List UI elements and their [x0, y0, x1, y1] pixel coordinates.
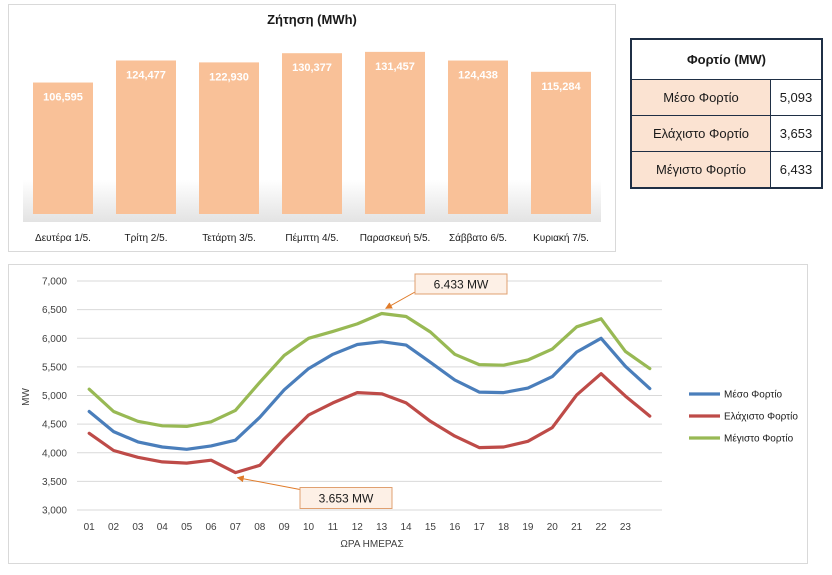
table-header: Φορτίο (MW): [630, 38, 823, 80]
y-tick-label: 3,500: [42, 477, 67, 488]
x-tick-label: 12: [352, 522, 364, 533]
annotation-box: [299, 487, 393, 509]
row-label: Μέγιστο Φορτίο: [630, 151, 771, 189]
x-tick-label: 06: [206, 522, 218, 533]
table-row: Μέσο Φορτίο 5,093: [630, 79, 823, 116]
bar-chart-title: Ζήτηση (MWh): [267, 12, 357, 27]
bar: [531, 71, 591, 214]
bar-value-label: 106,595: [43, 92, 83, 104]
x-tick-label: 17: [474, 522, 486, 533]
x-tick-label: 10: [303, 522, 315, 533]
x-tick-label: 20: [547, 522, 559, 533]
bar-category-label: Τρίτη 2/5.: [125, 232, 168, 244]
bar-value-label: 115,284: [541, 81, 581, 93]
x-tick-label: 23: [620, 522, 632, 533]
row-value: 3,653: [770, 115, 823, 152]
x-tick-label: 22: [596, 522, 608, 533]
legend-label: Μέγιστο Φορτίο: [724, 433, 794, 445]
x-tick-label: 13: [376, 522, 388, 533]
x-tick-label: 15: [425, 522, 437, 533]
bar: [33, 82, 93, 214]
x-tick-label: 19: [522, 522, 534, 533]
x-tick-label: 16: [449, 522, 461, 533]
y-tick-label: 5,000: [42, 391, 67, 402]
legend-label: Μέσο Φορτίο: [724, 389, 783, 401]
bar-category-label: Τετάρτη 3/5.: [202, 232, 256, 244]
bar-value-label: 124,477: [126, 69, 166, 81]
hourly-load-line-chart: 3,000 3,500 4,000 4,500 5,000 5,500 6,000 6,500…: [21, 273, 798, 550]
row-value: 5,093: [770, 79, 823, 116]
row-label: Ελάχιστο Φορτίο: [630, 115, 771, 152]
x-tick-label: 09: [279, 522, 291, 533]
series-line: [87, 336, 652, 451]
bar-category-label: Δευτέρα 1/5.: [35, 232, 91, 244]
annotation-label: 3.653 MW: [319, 492, 374, 506]
y-tick-label: 4,000: [42, 448, 67, 459]
x-tick-label: 01: [84, 522, 96, 533]
demand-bar-chart: Ζήτηση (MWh) 106,595 Δευτέρα 1/5. 124,477 Τ…: [23, 12, 601, 244]
annotation-box: [414, 273, 508, 295]
bar-value-label: 131,457: [375, 61, 415, 73]
annotation-arrow: [236, 475, 301, 490]
load-stats-table: Φορτίο (MW) Μέσο Φορτίο 5,093 Ελάχιστο Φ…: [630, 38, 823, 189]
table-row: Ελάχιστο Φορτίο 3,653: [630, 115, 823, 152]
y-tick-label: 6,000: [42, 334, 67, 345]
bar-value-label: 122,930: [209, 71, 249, 83]
bar: [448, 60, 508, 215]
legend-label: Ελάχιστο Φορτίο: [724, 411, 798, 423]
bar-category-label: Παρασκευή 5/5.: [360, 232, 431, 244]
x-tick-label: 21: [571, 522, 583, 533]
x-tick-label: 11: [328, 522, 339, 533]
y-tick-label: 4,500: [42, 420, 67, 431]
x-tick-label: 14: [401, 522, 413, 533]
x-axis-label: ΩΡΑ ΗΜΕΡΑΣ: [340, 539, 403, 550]
x-tick-label: 03: [132, 522, 144, 533]
series-line: [87, 311, 652, 428]
x-tick-label: 08: [254, 522, 266, 533]
annotation-label: 6.433 MW: [434, 278, 489, 292]
y-axis-label: MW: [21, 388, 32, 406]
hourly-load-line-chart-panel: 3,000 3,500 4,000 4,500 5,000 5,500 6,000 6,500…: [8, 264, 808, 564]
x-tick-label: 18: [498, 522, 510, 533]
table-header-row: Φορτίο (MW): [630, 38, 823, 80]
y-tick-label: 3,000: [42, 506, 67, 517]
y-tick-label: 5,500: [42, 362, 67, 373]
x-tick-label: 07: [230, 522, 242, 533]
bar: [282, 53, 342, 215]
row-value: 6,433: [770, 151, 823, 189]
x-tick-label: 02: [108, 522, 120, 533]
bar: [199, 62, 259, 214]
annotation-arrow: [385, 291, 416, 309]
bar-category-label: Σάββατο 6/5.: [449, 232, 507, 244]
y-tick-label: 6,500: [42, 305, 67, 316]
bar: [365, 51, 425, 214]
bar-category-label: Πέμπτη 4/5.: [285, 232, 338, 244]
table-row: Μέγιστο Φορτίο 6,433: [630, 151, 823, 189]
x-tick-label: 05: [181, 522, 193, 533]
demand-bar-chart-panel: Ζήτηση (MWh) 106,595 Δευτέρα 1/5. 124,477 Τ…: [8, 4, 616, 252]
row-label: Μέσο Φορτίο: [630, 79, 771, 116]
bar-category-label: Κυριακή 7/5.: [533, 232, 589, 244]
series-line: [87, 372, 652, 475]
x-tick-label: 04: [157, 522, 169, 533]
bar-value-label: 130,377: [292, 62, 332, 74]
y-tick-label: 7,000: [42, 277, 67, 288]
bar: [116, 60, 176, 215]
bar-value-label: 124,438: [458, 70, 498, 82]
